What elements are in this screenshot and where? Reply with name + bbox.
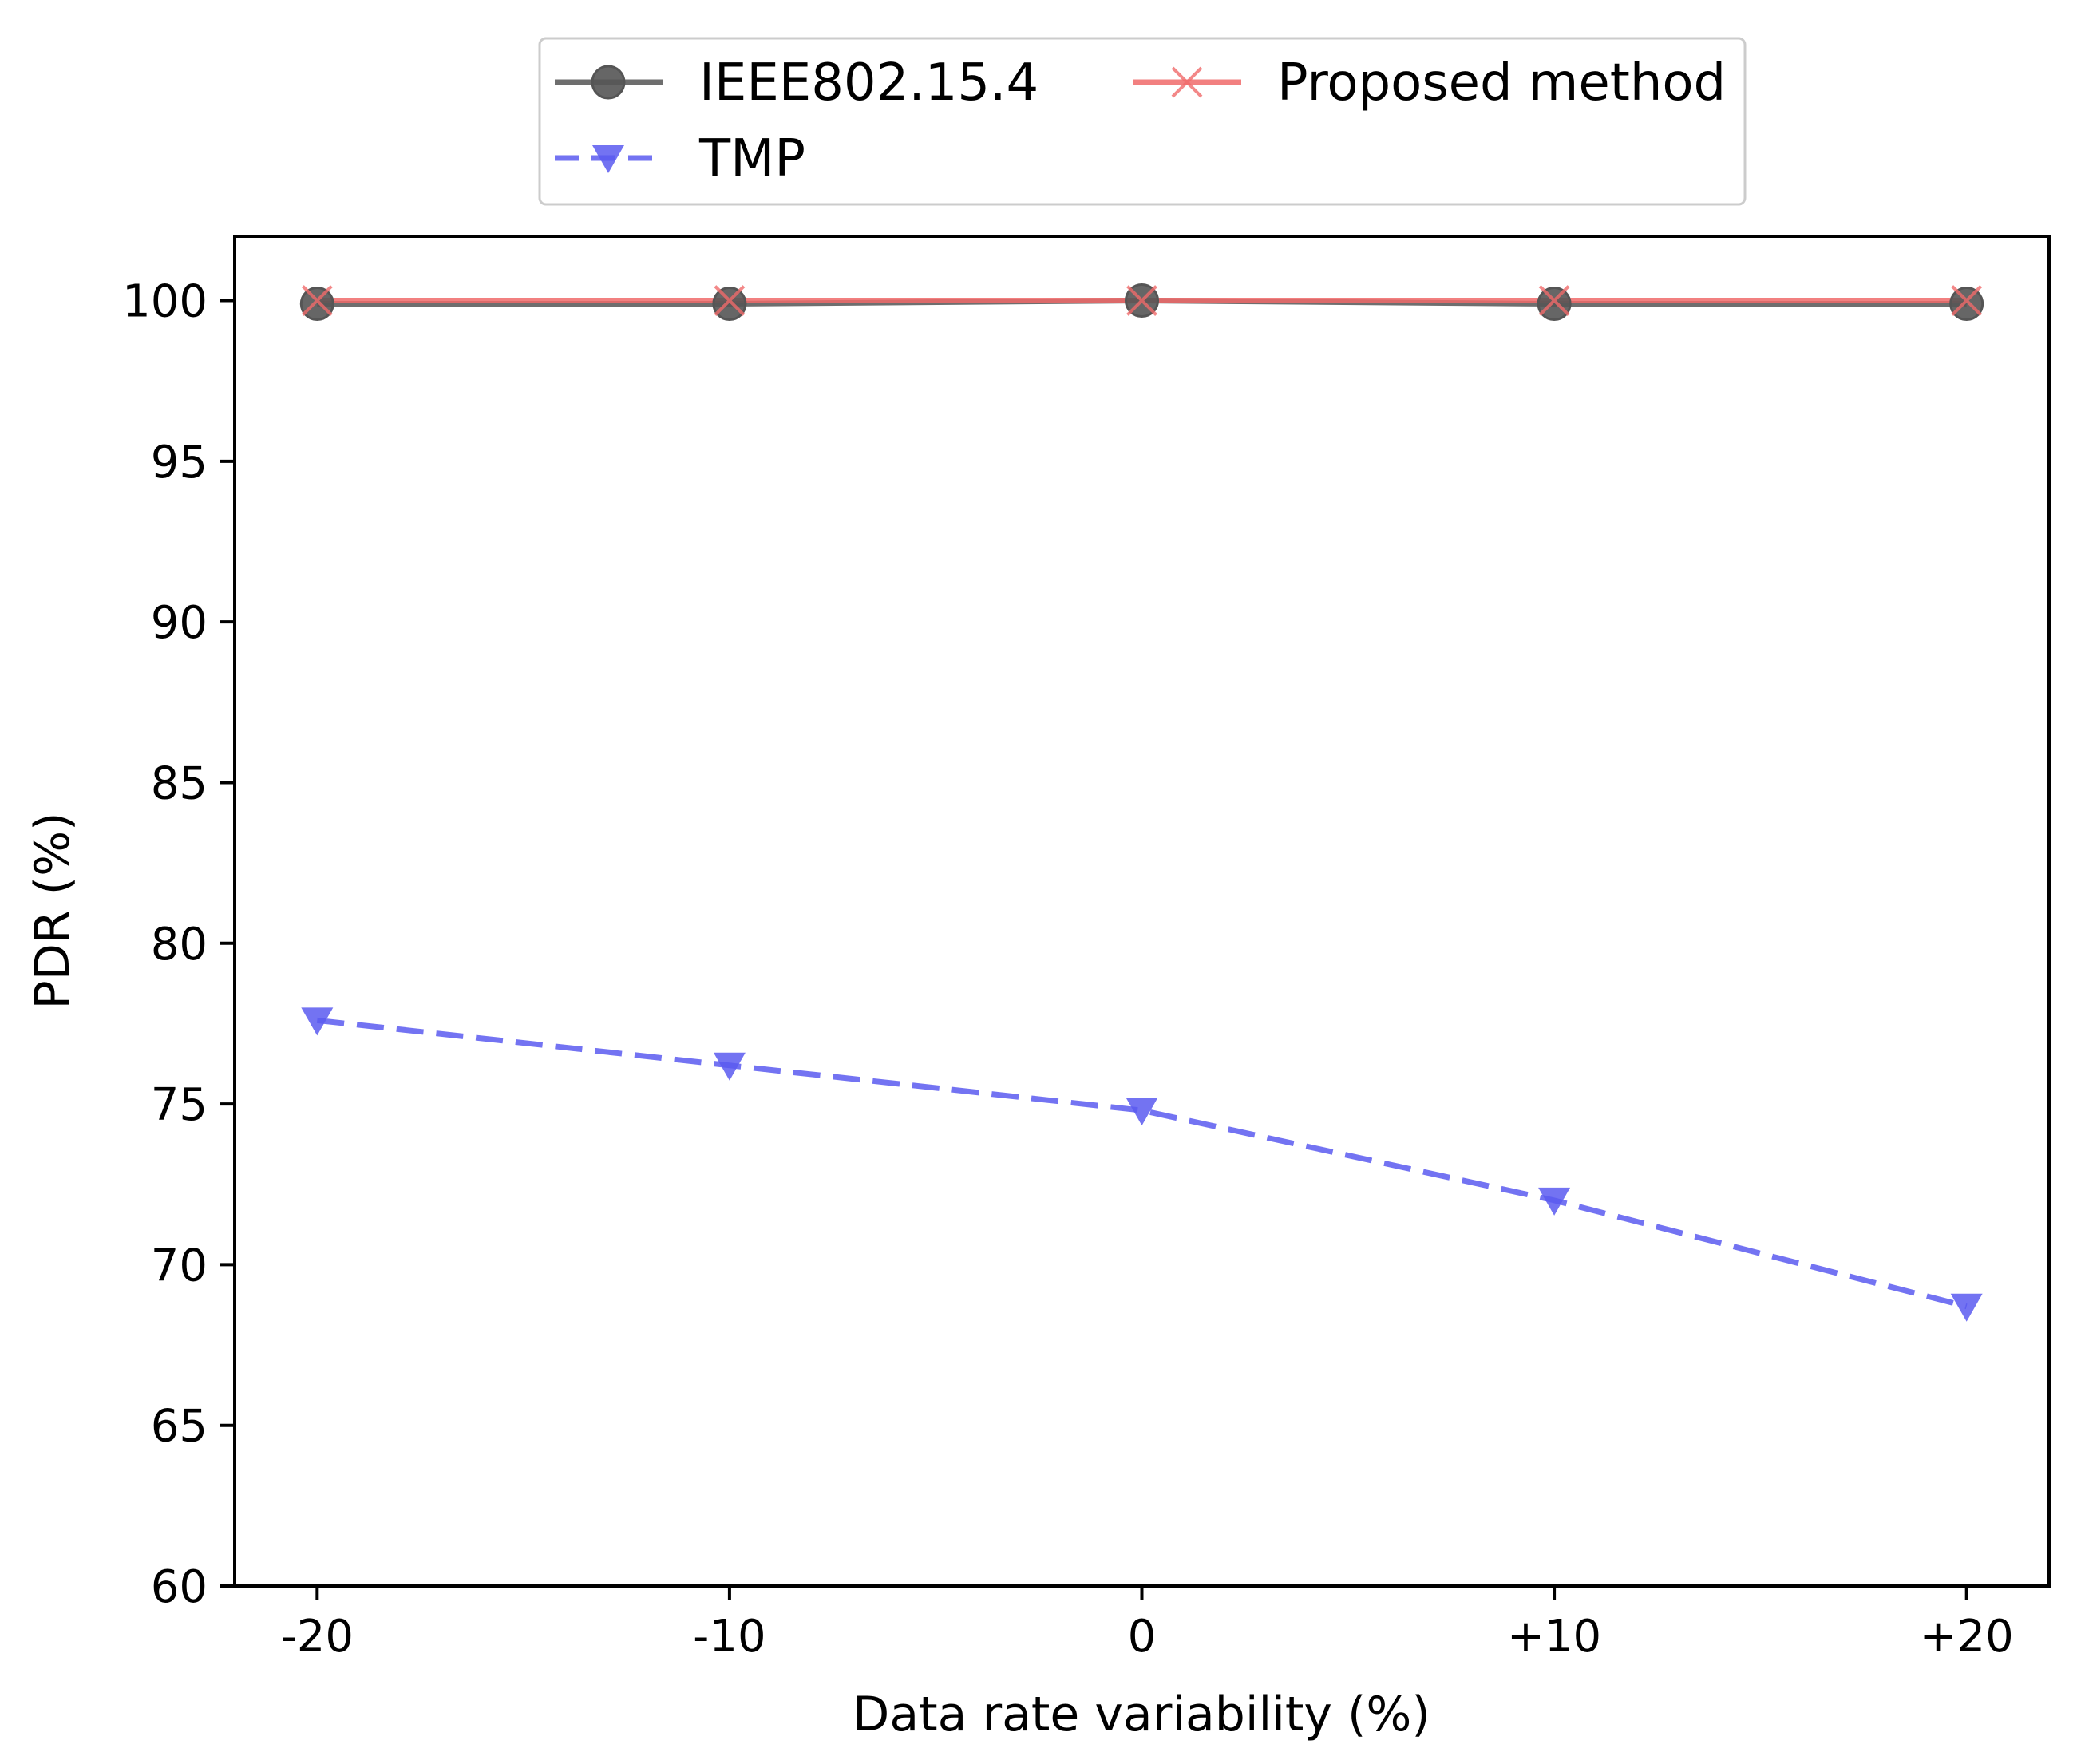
legend: IEEE802.15.4 TMP Proposed method	[538, 37, 1747, 206]
x-tick-label: -20	[281, 1611, 354, 1663]
x-axis-title: Data rate variability (%)	[853, 1687, 1430, 1742]
y-tick-label: 70	[151, 1240, 208, 1291]
legend-items: IEEE802.15.4 TMP Proposed method	[555, 53, 1726, 188]
data-point-proposed-method	[1538, 285, 1570, 316]
data-point-tmp	[1126, 1098, 1158, 1126]
legend-label: TMP	[698, 129, 805, 188]
data-point-ieee802-15-4	[299, 287, 334, 322]
x-tick-label: +20	[1920, 1611, 2014, 1663]
y-tick-label: 95	[151, 437, 208, 488]
y-axis-ticks: 60 65 70 75 80 85 90 95 100	[122, 276, 235, 1613]
x-tick-label: +10	[1507, 1611, 1601, 1663]
legend-marker	[1171, 66, 1203, 98]
data-point-ieee802-15-4	[1537, 287, 1572, 322]
legend-marker	[591, 65, 626, 100]
legend-label: IEEE802.15.4	[699, 53, 1038, 113]
data-point-proposed-method	[1951, 285, 1983, 316]
series-markers	[299, 283, 1984, 1322]
data-point-tmp	[713, 1052, 746, 1081]
data-point-ieee802-15-4	[1949, 287, 1984, 322]
y-tick-label: 80	[151, 919, 208, 971]
data-point-ieee802-15-4	[712, 287, 747, 322]
legend-entry: TMP	[555, 129, 805, 188]
legend-entry: Proposed method	[1133, 53, 1726, 113]
y-tick-label: 75	[151, 1079, 208, 1131]
y-tick-label: 100	[122, 276, 208, 328]
data-point-proposed-method	[714, 285, 746, 316]
x-axis-ticks: -20 -10 0 +10 +20	[281, 1586, 2014, 1663]
y-tick-label: 65	[151, 1401, 208, 1453]
x-tick-label: -10	[693, 1611, 766, 1663]
legend-entry: IEEE802.15.4	[555, 53, 1038, 113]
data-point-tmp	[301, 1007, 334, 1036]
legend-marker	[592, 145, 624, 173]
x-tick-label: 0	[1128, 1611, 1157, 1663]
y-tick-label: 90	[151, 597, 208, 649]
y-tick-label: 85	[151, 757, 208, 809]
data-point-proposed-method	[1126, 285, 1157, 316]
legend-frame	[538, 37, 1747, 206]
data-point-tmp	[1950, 1293, 1983, 1322]
legend-label: Proposed method	[1277, 53, 1726, 113]
y-tick-label: 60	[151, 1561, 208, 1613]
data-point-proposed-method	[301, 285, 333, 316]
y-axis-title: PDR (%)	[25, 813, 81, 1010]
data-point-tmp	[1538, 1187, 1571, 1216]
